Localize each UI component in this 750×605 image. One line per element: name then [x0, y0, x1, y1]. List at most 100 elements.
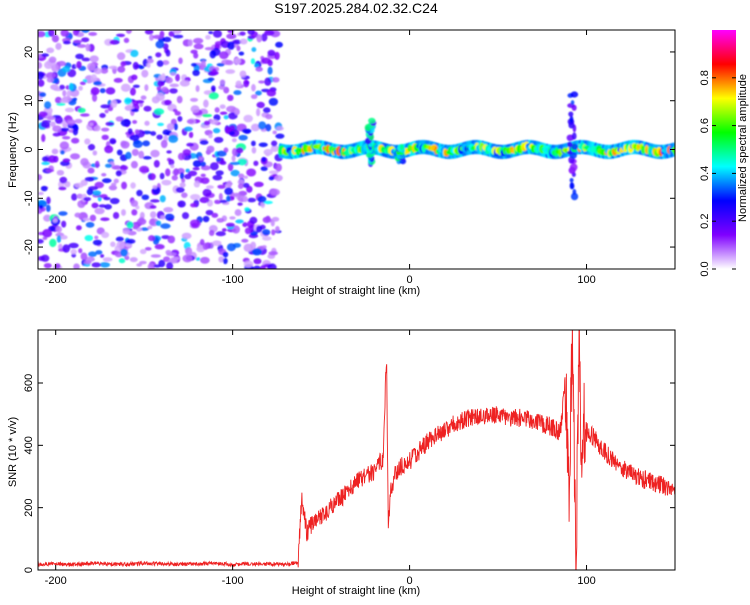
heatmap-cell	[54, 96, 62, 104]
heatmap-cell	[202, 215, 210, 223]
heatmap-cell	[140, 95, 147, 100]
heatmap-cell	[177, 152, 185, 161]
heatmap-cell	[116, 149, 123, 156]
heatmap-cell	[238, 190, 248, 196]
heatmap-cell	[199, 139, 209, 145]
heatmap-cell	[206, 145, 215, 153]
heatmap-cell	[237, 183, 244, 189]
heatmap-cell	[268, 176, 275, 181]
heatmap-cell	[199, 239, 205, 246]
heatmap-cell	[264, 30, 275, 36]
heatmap-cell	[132, 84, 140, 88]
heatmap-cell	[153, 159, 160, 168]
snr-x-tick-label: -100	[222, 575, 244, 587]
heatmap-cell	[105, 87, 116, 95]
heatmap-cell	[58, 211, 68, 216]
heatmap-cell	[141, 69, 149, 78]
heatmap-cell	[129, 134, 140, 141]
heatmap-cell	[130, 74, 138, 81]
heatmap-cell	[41, 134, 46, 142]
snr-frame	[37, 329, 676, 571]
heatmap-cell	[219, 199, 228, 204]
heatmap-cell	[193, 180, 201, 188]
colorbar-label: Normalized spectral amplitude	[737, 74, 749, 222]
heatmap-cell	[81, 37, 90, 43]
heatmap-cell	[94, 235, 99, 240]
heatmap-cell	[199, 256, 210, 264]
heatmap-cell	[219, 160, 227, 166]
heatmap-cell	[131, 148, 139, 156]
snr-x-label: Height of straight line (km)	[292, 585, 420, 597]
heatmap-cell	[227, 163, 234, 172]
heatmap-cell	[244, 207, 250, 212]
heatmap-cell	[216, 156, 221, 163]
heatmap-cell	[193, 52, 199, 59]
heatmap-cell	[108, 185, 118, 191]
heatmap-cell	[219, 79, 226, 86]
heatmap-cell	[571, 132, 577, 140]
heatmap-cell	[92, 93, 98, 102]
spec-y-tick-label: -10	[23, 190, 35, 206]
heatmap-cell	[136, 100, 145, 104]
heatmap-cell	[570, 91, 579, 98]
heatmap-cell	[45, 72, 56, 79]
heatmap-cell	[177, 200, 186, 208]
colorbar-tick-label: 0.8	[699, 70, 711, 85]
heatmap-cell	[61, 220, 67, 228]
heatmap-cell	[100, 104, 110, 109]
heatmap-cell	[102, 257, 113, 262]
heatmap-cell	[190, 63, 198, 67]
heatmap-cell	[41, 161, 50, 166]
heatmap-cell	[174, 111, 181, 116]
heatmap-cell	[179, 182, 186, 188]
heatmap-cell	[115, 116, 124, 122]
spec-x-tick-label: 0	[407, 274, 413, 286]
heatmap-cell	[570, 192, 579, 201]
heatmap-cell	[141, 194, 150, 201]
heatmap-cell	[208, 92, 219, 100]
heatmap-cell	[150, 149, 160, 158]
heatmap-cell	[569, 115, 574, 124]
heatmap-cell	[87, 167, 95, 174]
colorbar-scale	[712, 30, 736, 269]
heatmap-cell	[159, 195, 166, 203]
heatmap-cell	[238, 173, 245, 179]
heatmap-cell	[46, 76, 54, 83]
heatmap-cell	[94, 181, 104, 189]
heatmap-cell	[101, 127, 110, 132]
heatmap-cell	[274, 174, 283, 182]
heatmap-cell	[64, 107, 75, 113]
heatmap-cell	[59, 235, 68, 240]
heatmap-cell	[196, 245, 205, 253]
heatmap-cell	[202, 113, 213, 118]
heatmap-cell	[226, 33, 237, 40]
heatmap-cell	[129, 257, 138, 263]
heatmap-cell	[72, 30, 80, 36]
heatmap-cell	[227, 94, 234, 102]
heatmap-cell	[235, 80, 242, 87]
heatmap-cell	[132, 140, 143, 149]
heatmap-cell	[56, 169, 65, 176]
heatmap-cell	[256, 225, 263, 233]
heatmap-cell	[268, 170, 279, 175]
heatmap-cell	[185, 247, 193, 256]
heatmap-cell	[253, 181, 264, 188]
heatmap-cell	[91, 262, 101, 268]
heatmap-cell	[75, 53, 85, 60]
heatmap-cell	[233, 192, 241, 197]
heatmap-cell	[38, 205, 44, 209]
heatmap-cell	[131, 209, 138, 216]
heatmap-cell	[101, 172, 107, 177]
heatmap-cell	[569, 163, 578, 172]
heatmap-cell	[155, 52, 162, 58]
heatmap-cell	[51, 34, 60, 43]
heatmap-cell	[90, 74, 98, 83]
heatmap-cell	[569, 178, 574, 183]
heatmap-cell	[111, 182, 117, 187]
heatmap-cell	[110, 99, 118, 108]
heatmap-cell	[42, 229, 53, 238]
heatmap-cell	[73, 263, 80, 269]
heatmap-cell	[71, 137, 80, 144]
